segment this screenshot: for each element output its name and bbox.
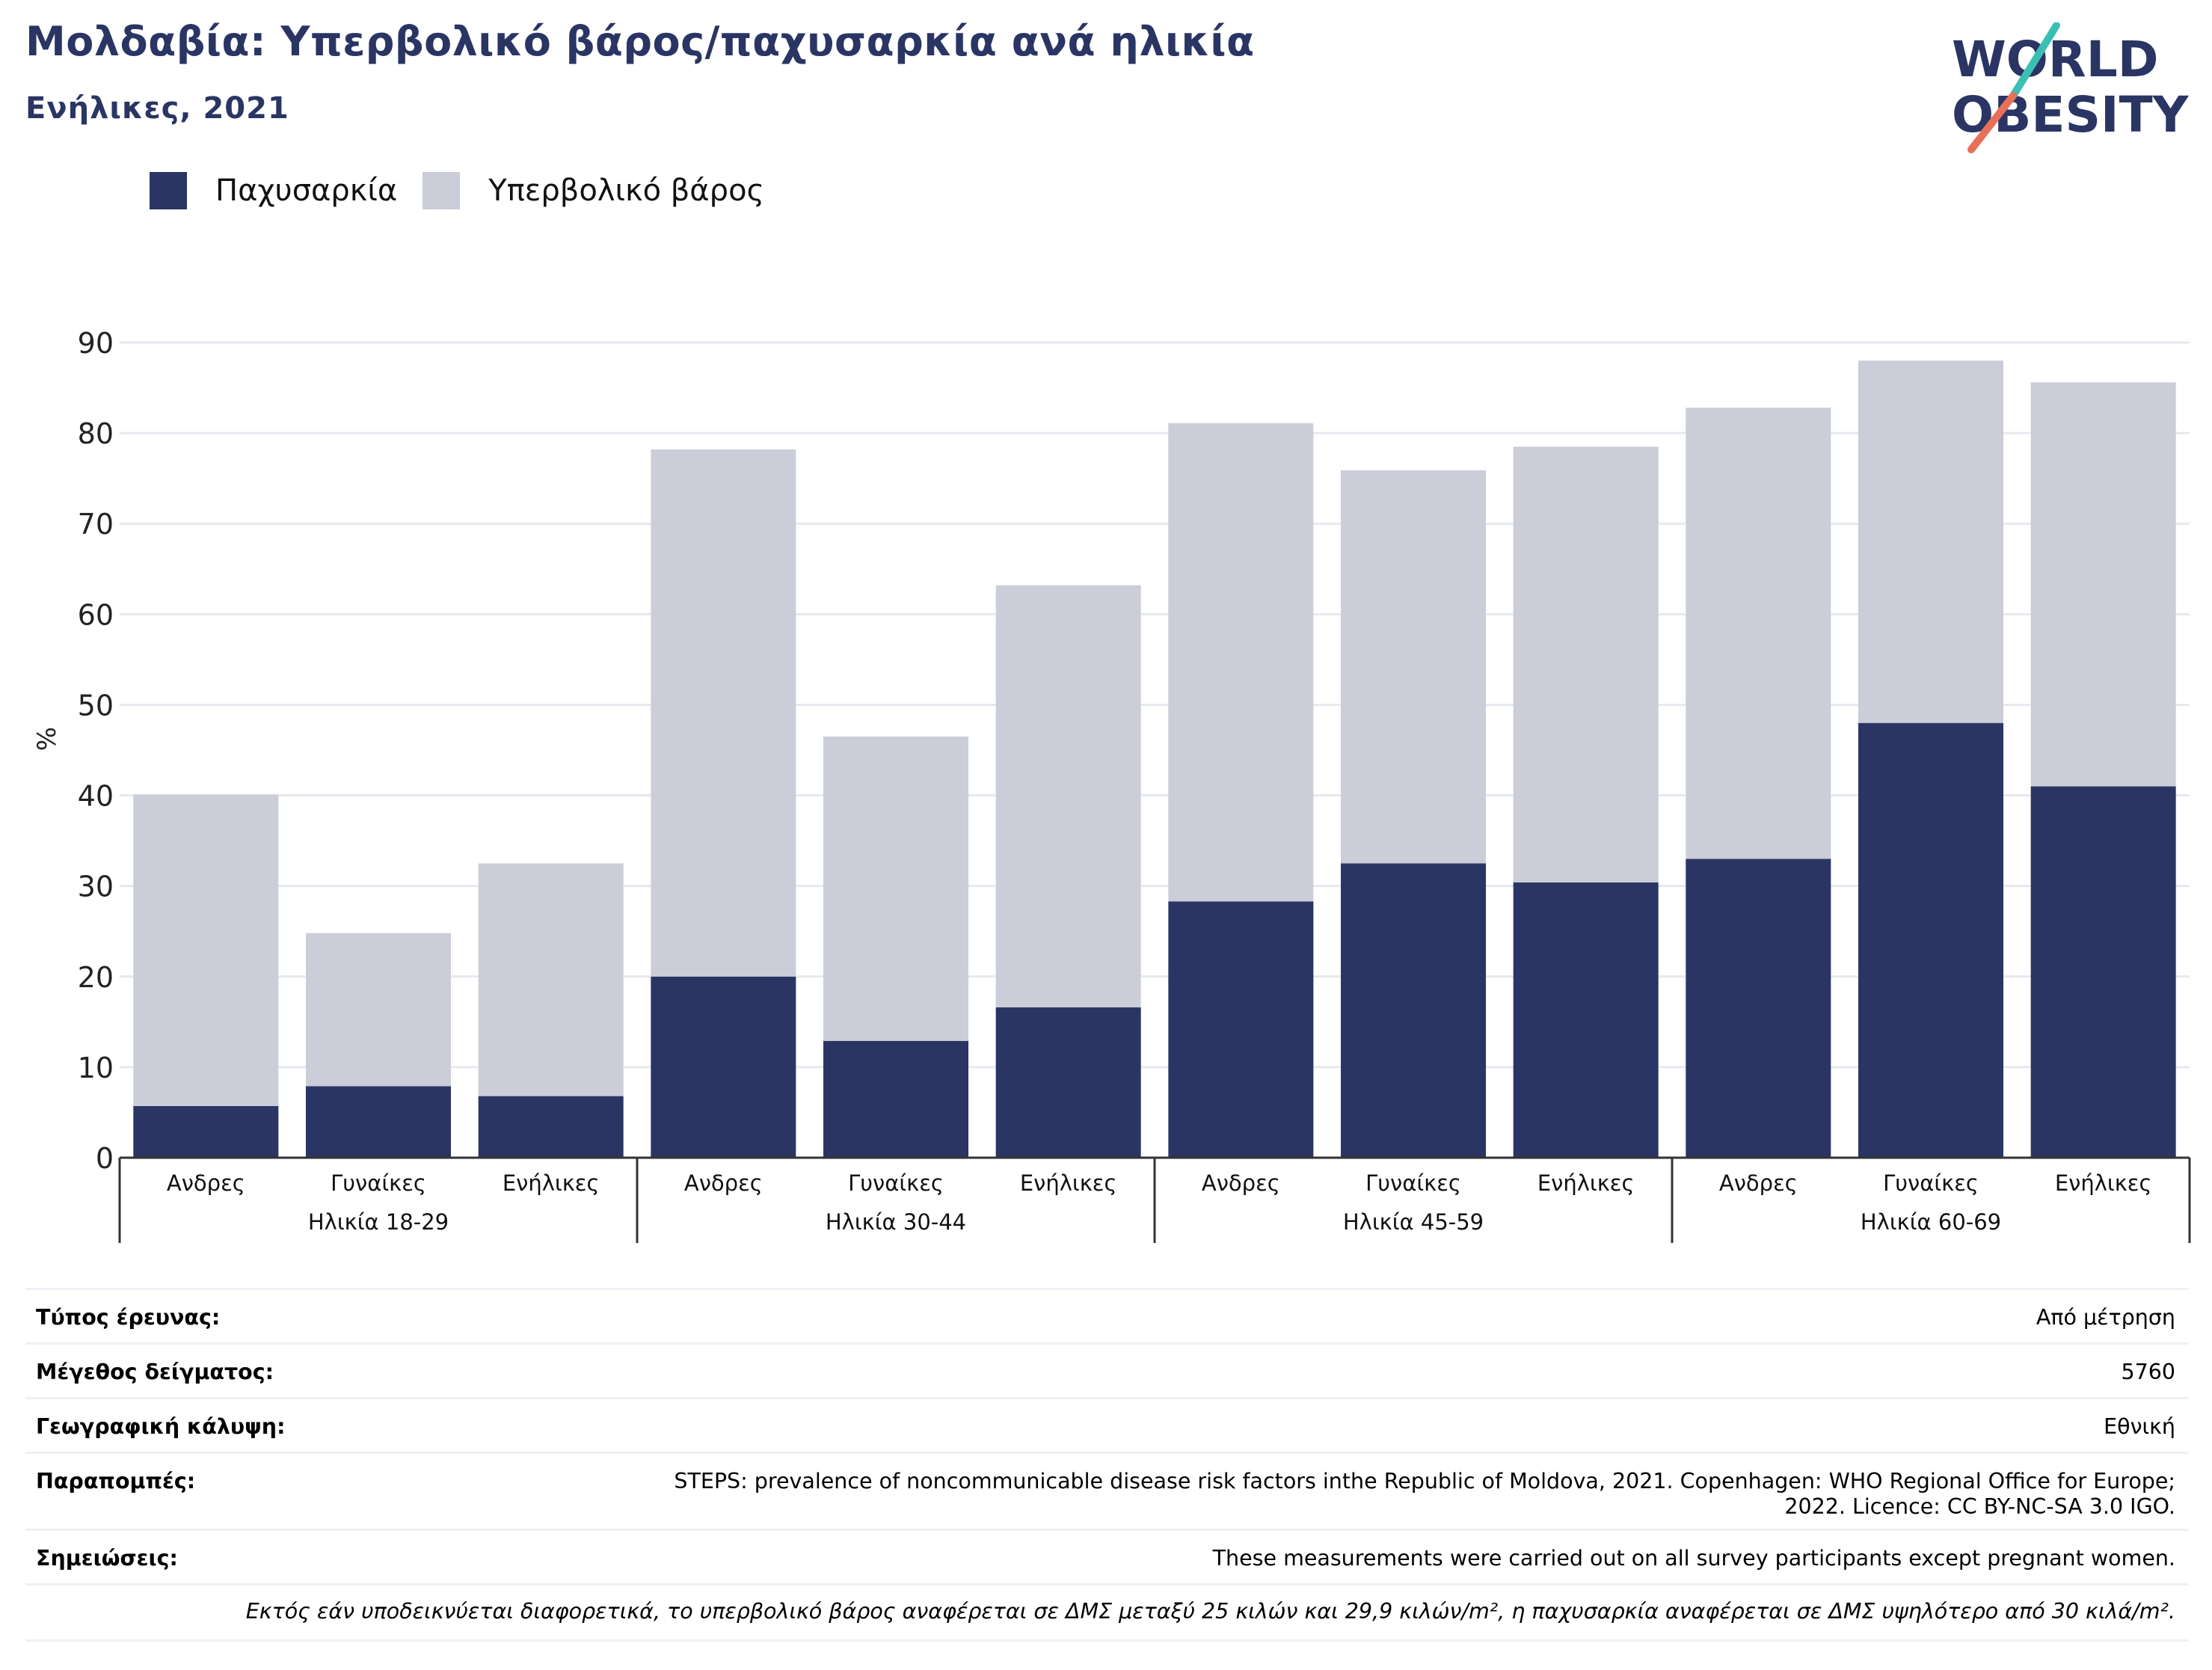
bar-obesity [306, 1086, 451, 1158]
y-tick-label: 80 [78, 417, 114, 450]
bar-obesity [2030, 786, 2176, 1158]
info-key-references: Παραπομπές: [36, 1469, 196, 1494]
bar-overweight [306, 933, 451, 1087]
logo-stroke-top [2009, 22, 2060, 99]
bar-overweight [133, 794, 279, 1106]
stacked-bar-chart: 0 10 20 30 40 50 60 70 80 90% Ανδρες Γυναίκες Ενήλικ… [32, 327, 2191, 1243]
y-tick-label: 60 [78, 598, 114, 631]
y-tick-label: 10 [78, 1052, 114, 1084]
bar-overweight [823, 736, 968, 1041]
legend-swatch-obesity [150, 172, 187, 209]
x-tick-label: Ενήλικες [1537, 1170, 1635, 1196]
bar-obesity [995, 1007, 1141, 1158]
info-value-references: STEPS: prevalence of noncommunicable dis… [674, 1469, 2175, 1520]
legend-label-obesity: Παχυσαρκία [215, 174, 398, 208]
x-tick-label: Ανδρες [167, 1170, 245, 1196]
survey-info-table: Τύπος έρευνας: Από μέτρηση Μέγεθος δείγμ… [25, 1288, 2189, 1642]
bar-overweight [2030, 382, 2176, 787]
info-key-sample-size: Μέγεθος δείγματος: [36, 1360, 274, 1384]
x-tick-label: Ενήλικες [2055, 1170, 2152, 1196]
y-tick-label: 30 [78, 871, 114, 903]
y-tick-label: 20 [78, 961, 114, 994]
legend-swatch-overweight [423, 172, 461, 209]
info-key-notes: Σημειώσεις: [36, 1546, 178, 1571]
chart-title: Μολδαβία: Υπερβολικό βάρος/παχυσαρκία αν… [25, 18, 1255, 65]
y-tick-label: 70 [78, 508, 114, 541]
y-tick-label: 40 [78, 780, 114, 813]
info-row-sample-size: Μέγεθος δείγματος: 5760 [25, 1342, 2189, 1397]
bar-overweight [1341, 470, 1486, 864]
bar-overweight [478, 863, 624, 1096]
group-label: Ηλικία 60-69 [1861, 1209, 2001, 1235]
chart-subtitle: Ενήλικες, 2021 [25, 91, 289, 126]
chart-legend: Παχυσαρκία Υπερβολικό βάρος [150, 172, 790, 209]
bar-overweight [995, 585, 1141, 1007]
group-label: Ηλικία 45-59 [1343, 1209, 1484, 1235]
legend-item-obesity: Παχυσαρκία [150, 172, 397, 209]
logo-stroke-bottom [1967, 92, 2017, 153]
info-value-coverage: Εθνική [2104, 1414, 2175, 1439]
x-tick-label: Ανδρες [1202, 1170, 1280, 1196]
info-value-references-line1: STEPS: prevalence of noncommunicable dis… [674, 1469, 2175, 1494]
x-tick-label: Ανδρες [1719, 1170, 1798, 1196]
bar-obesity [1858, 722, 2003, 1158]
info-footnote-row: Εκτός εάν υποδεικνύεται διαφορετικά, το … [25, 1583, 2189, 1642]
x-tick-label: Ανδρες [684, 1170, 763, 1196]
y-tick-label: 50 [78, 689, 114, 722]
info-row-notes: Σημειώσεις: These measurements were carr… [25, 1529, 2189, 1583]
info-key-coverage: Γεωγραφική κάλυψη: [36, 1414, 286, 1439]
bar-overweight [1858, 360, 2003, 723]
info-row-survey-type: Τύπος έρευνας: Από μέτρηση [25, 1288, 2189, 1342]
info-value-sample-size: 5760 [2121, 1360, 2175, 1384]
bar-obesity [1341, 863, 1486, 1158]
bar-overweight [1686, 408, 1831, 859]
info-row-references: Παραπομπές: STEPS: prevalence of noncomm… [25, 1452, 2189, 1529]
info-value-references-line2: 2022. Licence: CC BY-NC-SA 3.0 IGO. [1784, 1494, 2175, 1519]
info-row-coverage: Γεωγραφική κάλυψη: Εθνική [25, 1397, 2189, 1452]
bar-obesity [1513, 882, 1659, 1158]
y-tick-label: 90 [78, 327, 114, 360]
x-tick-label: Ενήλικες [1020, 1170, 1117, 1196]
y-tick-label: 0 [96, 1142, 114, 1175]
group-label: Ηλικία 30-44 [826, 1209, 966, 1235]
x-tick-label: Γυναίκες [1883, 1170, 1979, 1196]
info-value-survey-type: Από μέτρηση [2036, 1305, 2175, 1330]
bar-obesity [1168, 901, 1314, 1158]
x-tick-label: Γυναίκες [848, 1170, 944, 1196]
info-footnote: Εκτός εάν υποδεικνύεται διαφορετικά, το … [245, 1599, 2175, 1624]
bar-obesity [651, 976, 796, 1158]
bar-overweight [1168, 423, 1314, 902]
info-key-survey-type: Τύπος έρευνας: [36, 1305, 221, 1330]
logo-text-world: WORLD [1952, 31, 2159, 88]
logo-text-obesity: OBESITY [1952, 86, 2190, 144]
x-tick-label: Γυναίκες [331, 1170, 426, 1196]
world-obesity-logo: WORLD OBESITY [1952, 22, 2190, 153]
group-label: Ηλικία 18-29 [308, 1209, 449, 1235]
legend-label-overweight: Υπερβολικό βάρος [488, 174, 765, 208]
bar-obesity [133, 1105, 279, 1158]
info-value-notes: These measurements were carried out on a… [1212, 1546, 2175, 1571]
bar-overweight [651, 449, 796, 977]
legend-item-overweight: Υπερβολικό βάρος [423, 172, 764, 209]
bar-obesity [478, 1096, 624, 1158]
bar-obesity [823, 1040, 968, 1158]
x-tick-label: Ενήλικες [503, 1170, 600, 1196]
y-axis-label: % [32, 727, 62, 751]
bar-obesity [1686, 859, 1831, 1158]
bar-overweight [1513, 446, 1659, 882]
x-tick-label: Γυναίκες [1365, 1170, 1461, 1196]
